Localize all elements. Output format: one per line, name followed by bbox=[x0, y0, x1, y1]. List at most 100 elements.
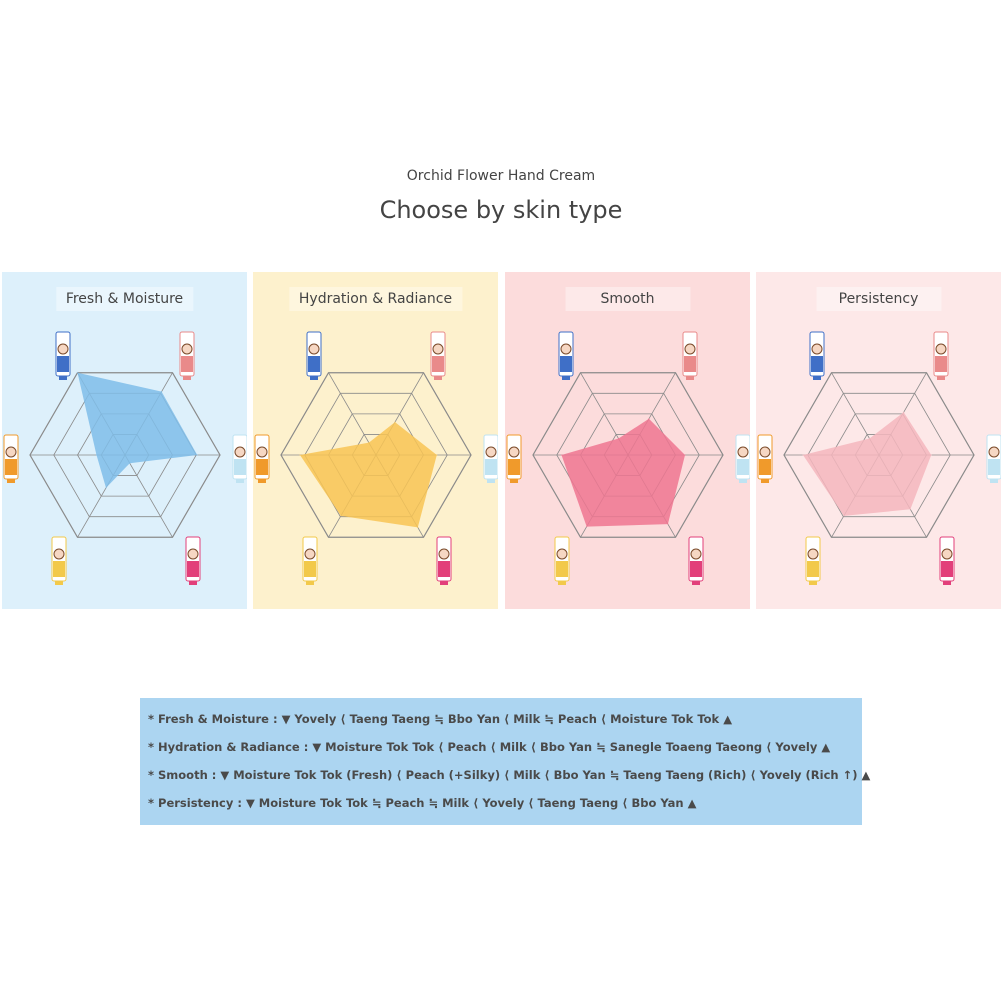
product-tube-icon bbox=[51, 536, 67, 585]
chart-panel-fresh-moisture: Fresh & Moisture bbox=[2, 272, 247, 609]
tube-cap bbox=[761, 479, 769, 483]
product-tube-icon bbox=[805, 536, 821, 585]
tube-dress bbox=[53, 561, 65, 577]
radar-chart bbox=[3, 331, 247, 585]
tube-cap bbox=[813, 376, 821, 380]
tube-cap bbox=[7, 479, 15, 483]
radar-chart bbox=[254, 331, 498, 585]
data-point bbox=[299, 454, 301, 456]
tube-dress bbox=[807, 561, 819, 577]
tube-cap bbox=[59, 376, 67, 380]
tube-dress bbox=[684, 356, 696, 372]
product-tube-icon bbox=[254, 434, 270, 483]
data-point bbox=[909, 508, 911, 510]
tube-face bbox=[941, 548, 953, 560]
tube-cap bbox=[434, 376, 442, 380]
tube-cap bbox=[558, 581, 566, 585]
product-tube-icon bbox=[809, 331, 825, 380]
tube-face bbox=[759, 446, 771, 458]
note-line: * Hydration & Radiance : ▼ Moisture Tok … bbox=[148, 740, 831, 754]
note-line: * Fresh & Moisture : ▼ Yovely ⟨ Taeng Ta… bbox=[148, 712, 733, 726]
product-tube-icon bbox=[185, 536, 201, 585]
data-point bbox=[368, 442, 370, 444]
tube-dress bbox=[556, 561, 568, 577]
data-area bbox=[300, 422, 437, 528]
tube-cap bbox=[310, 376, 318, 380]
product-tube-icon bbox=[3, 434, 19, 483]
tube-cap bbox=[487, 479, 495, 483]
tube-cap bbox=[686, 376, 694, 380]
tube-cap bbox=[258, 479, 266, 483]
tube-face bbox=[234, 446, 246, 458]
tube-cap bbox=[562, 376, 570, 380]
product-tube-icon bbox=[757, 434, 773, 483]
page-subtitle: Orchid Flower Hand Cream bbox=[406, 168, 596, 184]
tube-face bbox=[181, 343, 193, 355]
tube-cap bbox=[692, 581, 700, 585]
tube-dress bbox=[181, 356, 193, 372]
tube-dress bbox=[432, 356, 444, 372]
tube-face bbox=[57, 343, 69, 355]
tube-face bbox=[556, 548, 568, 560]
data-area bbox=[561, 418, 685, 527]
chart-panel-hydration-radiance: Hydration & Radiance bbox=[253, 272, 498, 609]
tube-cap bbox=[809, 581, 817, 585]
page-title: Choose by skin type bbox=[379, 196, 623, 224]
data-point bbox=[436, 454, 438, 456]
tube-cap bbox=[739, 479, 747, 483]
data-area bbox=[803, 412, 932, 516]
data-point bbox=[869, 438, 870, 440]
tube-cap bbox=[990, 479, 998, 483]
tube-face bbox=[811, 343, 823, 355]
product-tube-icon bbox=[735, 434, 750, 483]
tube-face bbox=[935, 343, 947, 355]
tube-face bbox=[256, 446, 268, 458]
product-tube-icon bbox=[232, 434, 247, 483]
tube-face bbox=[304, 548, 316, 560]
tube-dress bbox=[57, 356, 69, 372]
tube-cap bbox=[183, 376, 191, 380]
tube-dress bbox=[485, 459, 497, 475]
tube-face bbox=[308, 343, 320, 355]
chart-title: Smooth bbox=[565, 287, 690, 311]
tube-dress bbox=[737, 459, 749, 475]
note-line: * Smooth : ▼ Moisture Tok Tok (Fresh) ⟨ … bbox=[148, 768, 871, 782]
notes-box: * Fresh & Moisture : ▼ Yovely ⟨ Taeng Ta… bbox=[140, 698, 870, 825]
product-tube-icon bbox=[558, 331, 574, 380]
tube-face bbox=[690, 548, 702, 560]
tube-dress bbox=[690, 561, 702, 577]
data-point bbox=[129, 462, 131, 464]
tube-dress bbox=[935, 356, 947, 372]
product-tube-icon bbox=[933, 331, 949, 380]
tube-dress bbox=[187, 561, 199, 577]
radar-chart bbox=[506, 331, 750, 585]
tube-cap bbox=[510, 479, 518, 483]
data-area bbox=[77, 372, 198, 488]
data-point bbox=[417, 526, 419, 528]
note-line: * Persistency : ▼ Moisture Tok Tok ≒ Pea… bbox=[148, 796, 697, 810]
product-tube-icon bbox=[939, 536, 955, 585]
product-tube-icon bbox=[682, 331, 698, 380]
chart-panel-smooth: Smooth bbox=[505, 272, 750, 609]
chart-title: Persistency bbox=[816, 287, 941, 311]
tube-cap bbox=[55, 581, 63, 585]
data-point bbox=[667, 523, 669, 525]
tube-face bbox=[508, 446, 520, 458]
data-point bbox=[77, 372, 78, 374]
product-tube-icon bbox=[55, 331, 71, 380]
tube-cap bbox=[440, 581, 448, 585]
product-tube-icon bbox=[554, 536, 570, 585]
data-point bbox=[561, 454, 562, 456]
tube-dress bbox=[304, 561, 316, 577]
data-point bbox=[802, 454, 804, 456]
data-point bbox=[618, 438, 619, 440]
chart-title: Fresh & Moisture bbox=[55, 287, 194, 311]
tube-cap bbox=[306, 581, 314, 585]
tube-cap bbox=[189, 581, 197, 585]
tube-face bbox=[438, 548, 450, 560]
chart-title: Hydration & Radiance bbox=[288, 287, 463, 311]
data-point bbox=[340, 515, 342, 517]
tube-face bbox=[684, 343, 696, 355]
tube-face bbox=[187, 548, 199, 560]
tube-dress bbox=[560, 356, 572, 372]
